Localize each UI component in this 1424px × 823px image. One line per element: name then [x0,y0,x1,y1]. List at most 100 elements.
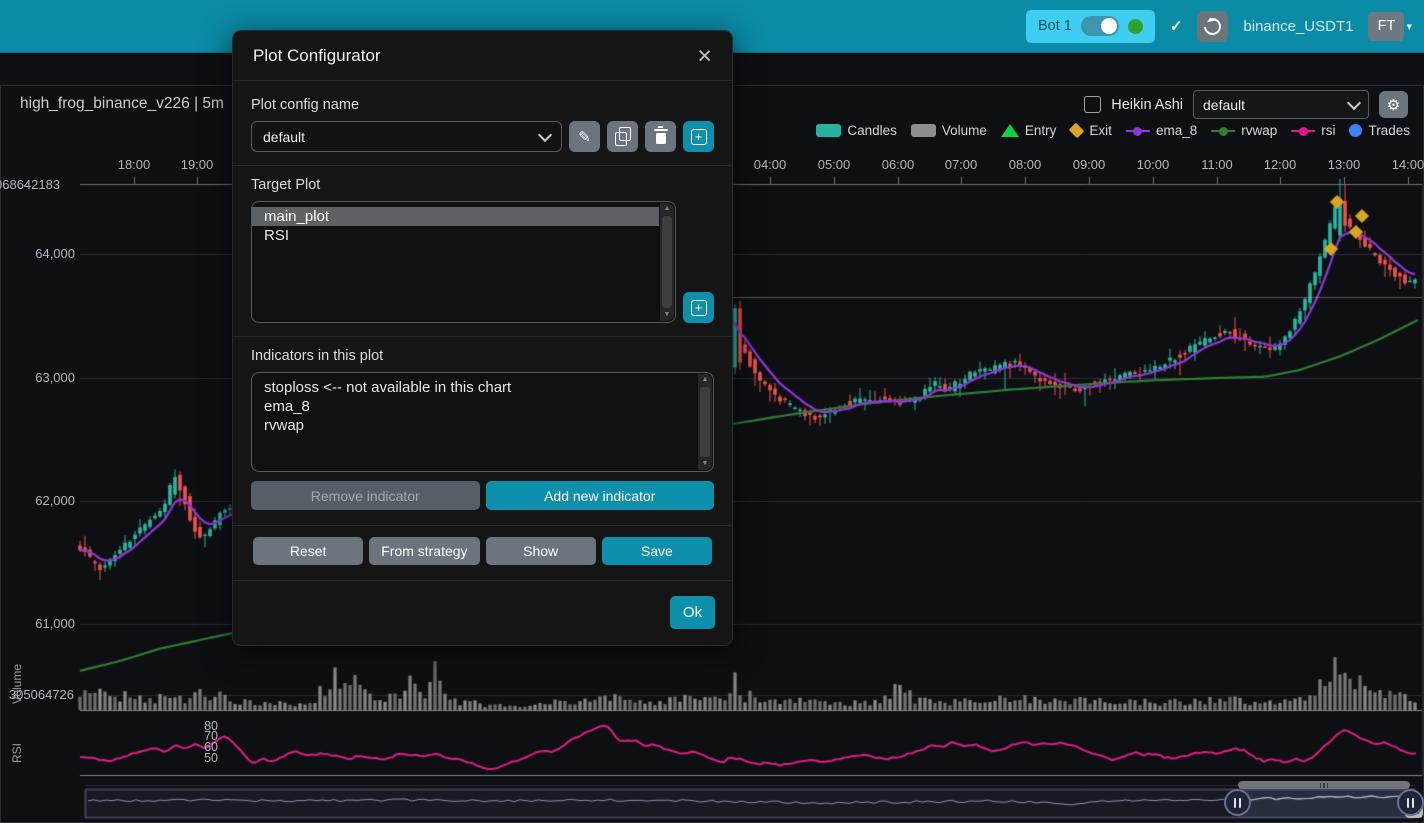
target-plot-item[interactable]: RSI [264,227,290,244]
reset-button[interactable]: Reset [253,537,364,565]
plus-square-icon: + [690,299,707,316]
plot-preset-value: default [1203,96,1246,113]
time-axis-label: 19:00 [180,157,214,172]
legend-label: Volume [941,123,987,138]
volume-axis-label: 305064726 [8,687,74,702]
time-axis-label: 11:00 [1201,157,1233,172]
navigator-right-handle[interactable] [1397,789,1424,816]
legend-item-volume[interactable]: Volume [910,123,987,138]
indicators-listbox[interactable]: stoploss <-- not available in this chart… [251,372,714,472]
rsi-line-icon [1291,124,1316,137]
legend-item-ema_8[interactable]: ema_8 [1125,123,1198,138]
rvwap-line-icon [1211,124,1236,137]
pencil-icon: ✎ [578,128,591,146]
legend-item-candles[interactable]: Candles [816,123,897,138]
legend-label: Trades [1368,123,1410,138]
ema_8-line-icon [1125,124,1150,137]
dot [1298,126,1308,136]
heikin-ashi-checkbox[interactable] [1084,96,1102,113]
listbox-scrollbar[interactable]: ▲ ▼ [660,203,674,321]
legend-item-rsi[interactable]: rsi [1291,123,1335,138]
listbox-scrollbar[interactable]: ▲ ▼ [698,374,712,470]
delete-config-button[interactable] [645,121,676,152]
plot-settings-button[interactable]: ⚙ [1379,91,1408,118]
indicator-item[interactable]: ema_8 [264,398,310,415]
entry-triangle-icon [1000,124,1019,137]
heikin-ashi-label: Heikin Ashi [1111,96,1183,113]
plot-config-select[interactable]: default [251,121,562,152]
time-axis-label: 09:00 [1072,157,1106,172]
legend-item-trades[interactable]: Trades [1349,123,1410,138]
chevron-down-icon [1346,95,1362,110]
rename-config-button[interactable]: ✎ [569,121,600,152]
plot-config-value: default [263,128,306,145]
dot [1218,126,1228,136]
legend-label: Entry [1024,123,1057,138]
from-strategy-button[interactable]: From strategy [369,537,480,565]
rsi-tick-label: 70 [204,729,218,743]
trash-icon [653,126,668,144]
ok-button[interactable]: Ok [670,596,715,629]
caret-down-icon: ▾ [1406,20,1412,33]
legend-item-rvwap[interactable]: rvwap [1211,123,1277,138]
legend-label: ema_8 [1155,123,1198,138]
plus-square-icon: + [690,128,707,145]
legend-item-entry[interactable]: Entry [1000,123,1057,138]
modal-title: Plot Configurator [253,46,381,65]
rsi-tick-label: 80 [204,719,218,733]
legend-label: rsi [1321,123,1336,138]
price-axis-label: 63,000 [35,370,75,385]
check-icon: ✓ [1169,18,1183,35]
rsi-tick-label: 60 [204,740,218,754]
refresh-icon [1200,14,1225,38]
chevron-down-icon [537,127,553,142]
copy-icon [615,126,631,146]
account-name: binance_USDT1 [1243,17,1354,35]
gear-icon: ⚙ [1386,96,1401,114]
save-button[interactable]: Save [601,537,712,565]
add-config-button[interactable]: + [683,121,714,152]
avatar: FT [1368,11,1405,41]
volume-swatch-icon [910,124,936,137]
time-axis-label: 08:00 [1008,157,1042,172]
chart-pair-title: high_frog_binance_v226 | 5m [20,95,224,112]
price-axis-label: 62,000 [35,493,75,508]
target-plot-label: Target Plot [251,177,321,193]
candles-swatch-icon [816,124,842,137]
remove-indicator-button[interactable]: Remove indicator [251,481,480,510]
bot-online-dot [1127,18,1143,34]
scroll-up-icon[interactable]: ▲ [663,205,671,212]
navigator-scrollbar[interactable] [1238,781,1410,789]
add-new-indicator-button[interactable]: Add new indicator [485,481,714,510]
chart-controls: Heikin Ashi default ⚙ [1084,90,1408,119]
bot-selector-chip[interactable]: Bot 1 [1025,9,1155,43]
refresh-button[interactable] [1197,10,1229,42]
target-plot-item[interactable]: main_plot [252,207,659,226]
volume-axis-top-label: 068642183 [0,177,61,192]
target-plot-listbox[interactable]: main_plot RSI ▲ ▼ [251,201,676,323]
time-axis-label: 07:00 [944,157,978,172]
legend-label: rvwap [1241,123,1278,138]
add-subplot-button[interactable]: + [683,292,714,323]
indicator-item[interactable]: rvwap [264,417,305,434]
navigator-left-handle[interactable] [1224,789,1251,816]
scroll-down-icon[interactable]: ▼ [663,311,671,318]
scroll-up-icon[interactable]: ▲ [701,376,709,383]
plot-config-name-label: Plot config name [251,97,360,113]
close-icon[interactable]: × [697,42,712,70]
time-axis-label: 14:00 [1391,157,1424,172]
plot-configurator-modal: Plot Configurator × Plot config name def… [232,30,733,646]
plot-preset-select[interactable]: default [1193,90,1369,119]
indicators-label: Indicators in this plot [251,348,384,364]
time-axis-label: 10:00 [1136,157,1170,172]
legend-item-exit[interactable]: Exit [1069,122,1112,139]
bot-toggle[interactable] [1080,16,1119,36]
scroll-down-icon[interactable]: ▼ [701,460,709,467]
indicator-item[interactable]: stoploss <-- not available in this chart [264,379,512,396]
user-menu[interactable]: FT ▾ [1368,11,1412,41]
duplicate-config-button[interactable] [607,121,638,152]
show-button[interactable]: Show [485,537,596,565]
price-axis-label: 61,000 [35,616,75,631]
time-axis-label: 12:00 [1263,157,1297,172]
legend-label: Candles [847,123,897,138]
